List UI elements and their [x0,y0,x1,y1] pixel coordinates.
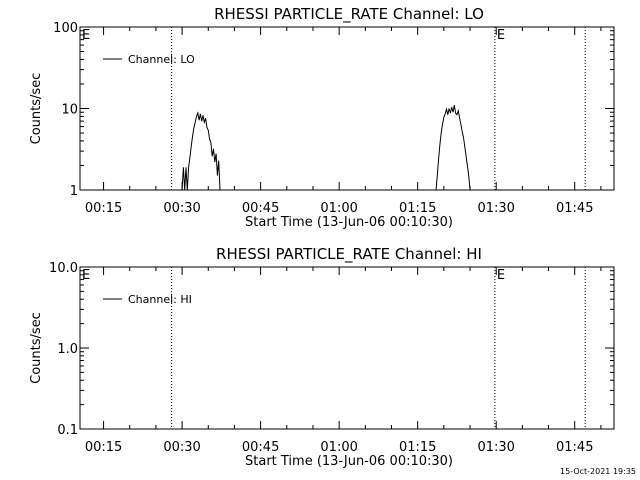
panel-channel-hi: RHESSI PARTICLE_RATE Channel: HI 0.1 1.0 10… [29,245,615,469]
x-tick-label: 01:45 [556,201,593,216]
y-tick-label: 100 [53,21,78,36]
x-tick-label: 01:30 [477,201,514,216]
x-tick-label: 00:15 [85,440,122,455]
x-axis-label: Start Time (13-Jun-06 00:10:30) [245,215,453,230]
x-tick-label: 01:30 [477,440,514,455]
footer-timestamp: 15-Oct-2021 19:35 [560,467,636,476]
x-tick-label: 01:15 [399,440,436,455]
plot-frame [79,266,615,430]
x-tick-label: 01:00 [320,440,357,455]
x-tick-label: 00:30 [163,201,200,216]
corner-label: E [82,268,90,283]
x-tick-label: 00:45 [242,201,279,216]
x-tick-label: 00:30 [163,440,200,455]
x-axis-label: Start Time (13-Jun-06 00:10:30) [245,454,453,469]
y-axis-label: Counts/sec [29,312,44,384]
x-tick-label: 00:15 [85,201,122,216]
x-tick-label: 01:00 [320,201,357,216]
x-tick-label: 01:45 [556,440,593,455]
series-line [435,105,471,191]
y-tick-label: 1.0 [57,342,78,357]
y-tick-label: 10 [61,103,78,118]
series-line [181,111,221,191]
panel-channel-lo: RHESSI PARTICLE_RATE Channel: LO 1 10 100 00… [29,5,615,230]
corner-label: E [82,28,90,43]
x-tick-label: 01:15 [399,201,436,216]
chart-title: RHESSI PARTICLE_RATE Channel: LO [214,5,484,24]
legend-label: Channel: HI [128,293,192,306]
event-marker-label: E [497,268,505,283]
chart-title: RHESSI PARTICLE_RATE Channel: HI [216,245,482,264]
y-tick-label: 10.0 [49,261,78,276]
legend-label: Channel: LO [128,53,195,66]
y-axis-label: Counts/sec [29,73,44,145]
y-tick-label: 0.1 [57,423,78,438]
plot-frame [79,26,615,191]
y-tick-label: 1 [70,184,78,199]
event-marker-label: E [497,28,505,43]
x-tick-label: 00:45 [242,440,279,455]
